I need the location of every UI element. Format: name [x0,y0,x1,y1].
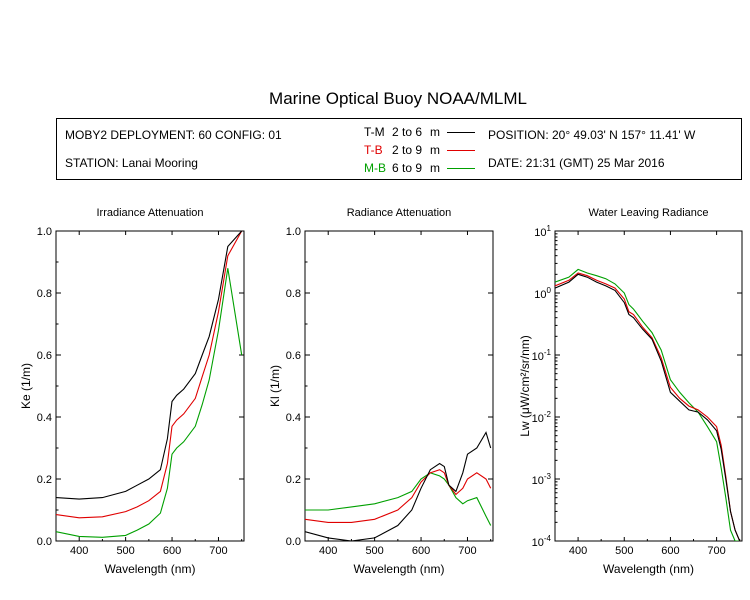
x-tick-label: 500 [365,545,383,557]
series-line-t-m [555,273,741,541]
y-tick-exponent: 0 [547,286,552,295]
y-tick-label: 0.6 [286,350,301,362]
x-tick-label: 600 [163,545,181,557]
x-axis-label: Wavelength (nm) [603,562,694,576]
y-tick-label: 0.0 [286,536,301,548]
x-tick-label: 700 [707,545,725,557]
y-tick-label: 10-4 [532,534,552,549]
x-tick-label: 400 [70,545,88,557]
x-axis-label: Wavelength (nm) [105,562,196,576]
x-tick-label: 600 [661,545,679,557]
chart-panel-1: Irradiance Attenuation 400 500 600 700 0.0 0.2… [19,207,245,576]
chart-title: Radiance Attenuation [347,207,452,219]
series-line-t-b [555,272,741,541]
x-tick-label: 600 [412,545,430,557]
y-axis-label: Lw (μW/cm²/sr/nm) [518,335,532,437]
y-tick-label: 0.8 [286,288,301,300]
y-tick-exponent: -4 [544,534,552,543]
legend-code: T-B [364,143,383,157]
y-tick-label: 0.8 [37,288,52,300]
page-title: Marine Optical Buoy NOAA/MLML [269,89,527,108]
x-tick-label: 700 [209,545,227,557]
x-tick-label: 500 [116,545,134,557]
y-tick-base: 10 [534,289,546,301]
info-box: MOBY2 DEPLOYMENT: 60 CONFIG: 01 STATION:… [56,118,742,180]
chart-title: Irradiance Attenuation [96,207,203,219]
plot-frame [304,230,494,542]
y-tick-exponent: -1 [544,348,552,357]
series-line-m-b [305,472,492,526]
y-tick-label: 0.4 [286,412,301,424]
legend-code: T-M [364,125,385,139]
position-text: POSITION: 20° 49.03' N 157° 11.41' W [488,128,696,142]
x-tick-label: 400 [569,545,587,557]
y-tick-base: 10 [532,351,544,363]
series-line-m-b [56,268,243,538]
y-tick-label: 101 [534,224,551,239]
y-axis-label: Ke (1/m) [19,363,33,409]
y-tick-label: 0.0 [37,536,52,548]
chart-panel-2: Radiance Attenuation 400 500 600 700 0.0 0.2 0.… [268,207,494,576]
y-tick-label: 10-1 [532,348,552,363]
y-tick-label: 0.4 [37,412,52,424]
y-tick-exponent: -3 [544,472,552,481]
y-tick-label: 1.0 [286,226,301,238]
legend-unit: m [430,143,440,157]
legend-line-black [447,132,475,133]
y-tick-base: 10 [532,475,544,487]
station-text: STATION: Lanai Mooring [65,156,198,170]
y-tick-label: 0.2 [286,474,301,486]
date-text: DATE: 21:31 (GMT) 25 Mar 2016 [488,156,665,170]
y-tick-label: 1.0 [37,226,52,238]
series-line-t-b [56,231,243,519]
x-tick-label: 500 [615,545,633,557]
y-tick-label: 0.6 [37,350,52,362]
plot-frame [55,230,245,542]
x-axis-label: Wavelength (nm) [354,562,445,576]
legend-code: M-B [364,161,386,175]
y-tick-label: 10-3 [532,472,552,487]
y-tick-base: 10 [534,227,546,239]
legend-line-red [447,150,475,151]
legend-line-green [447,168,475,169]
series-line-m-b [555,268,740,541]
series-line-t-m [305,431,492,541]
legend-range: 6 to 9 [392,161,423,175]
x-tick-label: 400 [319,545,337,557]
y-tick-label: 100 [534,286,551,301]
series-line-t-m [56,231,243,500]
y-tick-label: 10-2 [532,410,552,425]
legend-unit: m [430,125,440,139]
chart-title: Water Leaving Radiance [588,207,708,219]
y-axis-label: Kl (1/m) [268,365,282,407]
series-line-t-b [305,469,492,523]
legend-range: 2 to 6 [392,125,423,139]
y-tick-base: 10 [532,537,544,549]
y-tick-exponent: 1 [547,224,552,233]
y-tick-label: 0.2 [37,474,52,486]
x-tick-label: 700 [458,545,476,557]
deployment-text: MOBY2 DEPLOYMENT: 60 CONFIG: 01 [65,128,282,142]
y-tick-base: 10 [532,413,544,425]
legend-unit: m [430,161,440,175]
plot-frame [554,230,743,542]
y-tick-exponent: -2 [544,410,552,419]
legend-range: 2 to 9 [392,143,423,157]
